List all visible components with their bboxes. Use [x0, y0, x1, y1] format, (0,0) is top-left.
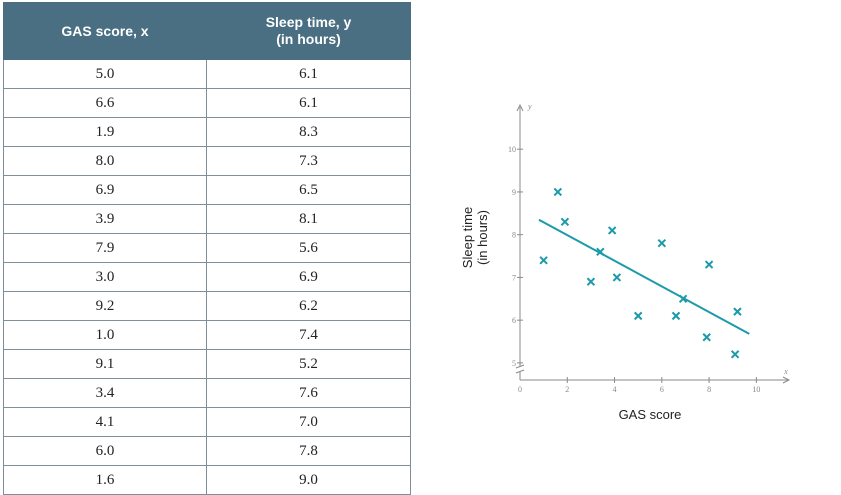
data-point — [596, 247, 605, 256]
y-tick-label: 8 — [512, 231, 516, 240]
cell-sleep-time: 6.1 — [206, 59, 411, 89]
y-tick-label: 10 — [508, 145, 516, 154]
data-point — [671, 311, 681, 321]
x-tick-label: 8 — [707, 385, 711, 394]
data-point — [702, 333, 711, 342]
x-tick-label: 2 — [565, 385, 569, 394]
x-tick-label: 4 — [613, 385, 617, 394]
x-axis-variable: x — [783, 367, 788, 376]
cell-sleep-time: 5.6 — [206, 233, 411, 263]
table-row: 8.0 7.3 — [3, 146, 411, 176]
y-axis-break — [515, 364, 525, 374]
cell-sleep-time: 7.0 — [206, 407, 411, 437]
cell-gas-score: 3.9 — [3, 204, 207, 234]
cell-gas-score: 1.6 — [3, 465, 207, 495]
scatter-chart: y x 0 2 4 6 8 10 5 6 7 8 9 10 GAS score Sleep time(i… — [460, 102, 791, 422]
x-axis-arrow — [782, 376, 791, 384]
x-tick-label: 10 — [752, 385, 760, 394]
table-row: 1.0 7.4 — [3, 320, 411, 350]
cell-gas-score: 7.9 — [3, 233, 207, 263]
cell-sleep-time: 7.8 — [206, 436, 411, 466]
chart-ticks: 2 4 6 8 10 5 6 7 8 9 10 — [508, 145, 760, 394]
cell-gas-score: 3.0 — [3, 262, 207, 292]
y-axis-label-line: (in hours) — [475, 210, 490, 265]
y-tick-label: 6 — [512, 316, 516, 325]
data-point — [560, 217, 570, 227]
data-point — [539, 256, 548, 265]
data-point — [607, 226, 617, 235]
cell-sleep-time: 7.6 — [206, 378, 411, 408]
header-gas-score: GAS score, x — [3, 2, 207, 60]
origin-label: 0 — [518, 385, 522, 394]
data-points — [539, 187, 742, 359]
table-row: 6.9 6.5 — [3, 175, 411, 205]
y-tick-label: 5 — [512, 359, 516, 368]
cell-gas-score: 6.0 — [3, 436, 207, 466]
cell-sleep-time: 5.2 — [206, 349, 411, 379]
table-row: 3.4 7.6 — [3, 378, 411, 408]
table-row: 6.0 7.8 — [3, 436, 411, 466]
data-point — [553, 187, 563, 197]
cell-gas-score: 8.0 — [3, 146, 207, 176]
chart-axes: y x 0 — [515, 102, 791, 394]
y-tick-label: 7 — [512, 273, 516, 282]
cell-gas-score: 9.1 — [3, 349, 207, 379]
cell-sleep-time: 8.3 — [206, 117, 411, 147]
y-axis-arrow — [516, 103, 524, 112]
cell-sleep-time: 9.0 — [206, 465, 411, 495]
table-row: 6.6 6.1 — [3, 88, 411, 118]
cell-gas-score: 3.4 — [3, 378, 207, 408]
data-table: GAS score, x Sleep time, y (in hours) 5.… — [3, 2, 411, 495]
table-row: 3.9 8.1 — [3, 204, 411, 234]
data-point — [678, 294, 688, 303]
table-row: 9.1 5.2 — [3, 349, 411, 379]
cell-gas-score: 5.0 — [3, 59, 207, 89]
y-axis-variable: y — [527, 102, 532, 111]
cell-sleep-time: 7.3 — [206, 146, 411, 176]
data-point — [733, 307, 742, 316]
cell-sleep-time: 6.1 — [206, 88, 411, 118]
cell-gas-score: 4.1 — [3, 407, 207, 437]
cell-gas-score: 6.9 — [3, 175, 207, 205]
x-axis-label: GAS score — [619, 407, 682, 422]
cell-gas-score: 1.9 — [3, 117, 207, 147]
table-row: 3.0 6.9 — [3, 262, 411, 292]
trend-line — [538, 218, 750, 335]
cell-gas-score: 9.2 — [3, 291, 207, 321]
y-axis-label: Sleep time(in hours) — [460, 207, 490, 268]
y-axis-label-line: Sleep time — [460, 207, 475, 268]
table-row: 7.9 5.6 — [3, 233, 411, 263]
y-tick-label: 9 — [512, 188, 516, 197]
table-row: 9.2 6.2 — [3, 291, 411, 321]
trend-line-group — [538, 218, 750, 335]
cell-gas-score: 6.6 — [3, 88, 207, 118]
data-point — [612, 273, 622, 282]
x-tick-label: 6 — [660, 385, 664, 394]
table-row: 1.6 9.0 — [3, 465, 411, 495]
table-row: 5.0 6.1 — [3, 59, 411, 89]
table-header-row: GAS score, x Sleep time, y (in hours) — [3, 2, 411, 60]
cell-sleep-time: 6.9 — [206, 262, 411, 292]
table-row: 1.9 8.3 — [3, 117, 411, 147]
data-point — [657, 239, 667, 248]
data-point — [586, 277, 596, 286]
cell-gas-score: 1.0 — [3, 320, 207, 350]
data-point — [730, 350, 740, 359]
data-point — [633, 311, 643, 321]
data-point — [704, 260, 714, 269]
header-sleep-time: Sleep time, y (in hours) — [206, 2, 411, 60]
table-row: 4.1 7.0 — [3, 407, 411, 437]
cell-sleep-time: 8.1 — [206, 204, 411, 234]
cell-sleep-time: 6.5 — [206, 175, 411, 205]
cell-sleep-time: 7.4 — [206, 320, 411, 350]
cell-sleep-time: 6.2 — [206, 291, 411, 321]
